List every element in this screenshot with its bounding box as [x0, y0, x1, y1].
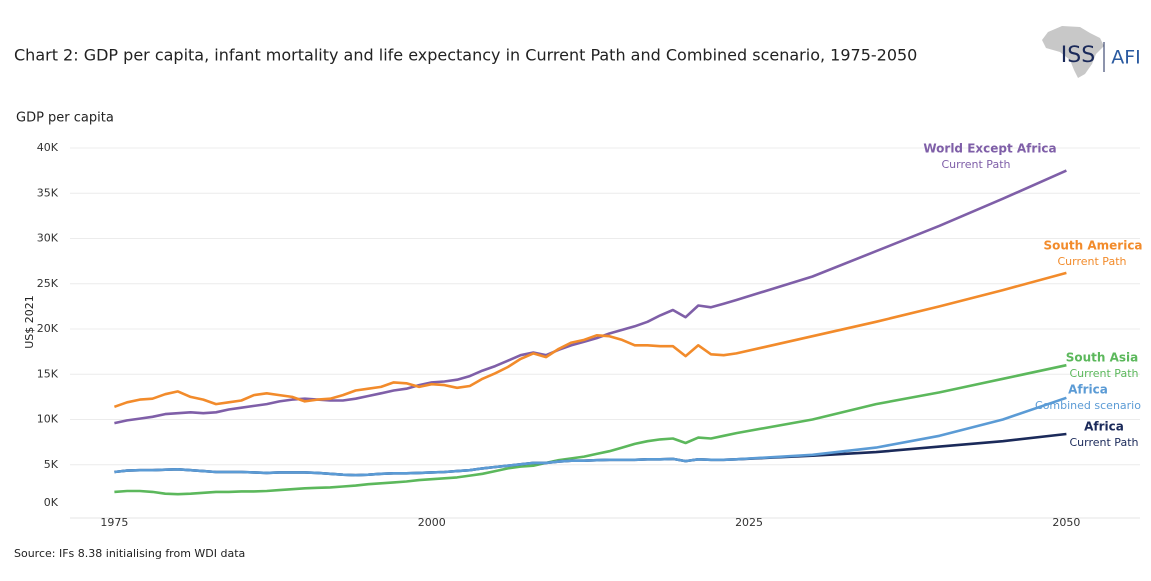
logo: ISS AFI	[1042, 26, 1141, 78]
series-label: South America	[1043, 239, 1142, 253]
series-label: Africa	[1068, 383, 1108, 397]
logo-map	[1042, 26, 1104, 78]
source: Source: IFs 8.38 initialising from WDI d…	[14, 547, 245, 560]
x-tick-label: 2050	[1052, 516, 1080, 529]
logo-right: AFI	[1111, 47, 1141, 69]
x-tick-label: 2000	[418, 516, 446, 529]
y-axis-label: US$ 2021	[23, 295, 36, 349]
series-label: World Except Africa	[923, 142, 1056, 156]
series-line	[114, 396, 1067, 477]
series-label: Africa	[1084, 420, 1124, 434]
series-sublabel: Current Path	[942, 158, 1011, 171]
series-label: South Asia	[1066, 351, 1139, 365]
series-sublabel: Current Path	[1070, 436, 1139, 449]
chart-title: Chart 2: GDP per capita, infant mortalit…	[14, 46, 917, 65]
y-tick-label: 40K	[37, 141, 59, 154]
y-tick-label: 25K	[37, 277, 59, 290]
y-tick-label: 30K	[37, 232, 59, 245]
x-tick-label: 1975	[100, 516, 128, 529]
series-sublabel: Current Path	[1070, 367, 1139, 380]
y-tick-label: 20K	[37, 322, 59, 335]
y-tick-label: 15K	[37, 367, 59, 380]
series-line	[114, 169, 1067, 425]
y-tick-label: 35K	[37, 186, 59, 199]
series-line	[114, 363, 1067, 496]
logo-left: ISS	[1061, 43, 1095, 68]
chart-subtitle: GDP per capita	[16, 111, 114, 126]
y-tick-label: 0K	[44, 496, 59, 509]
series-sublabel: Current Path	[1058, 255, 1127, 268]
series-line	[113, 271, 1067, 409]
y-tick-label: 5K	[44, 458, 59, 471]
x-tick-label: 2025	[735, 516, 763, 529]
series-sublabel: Combined scenario	[1035, 399, 1141, 412]
y-tick-label: 10K	[37, 413, 59, 426]
